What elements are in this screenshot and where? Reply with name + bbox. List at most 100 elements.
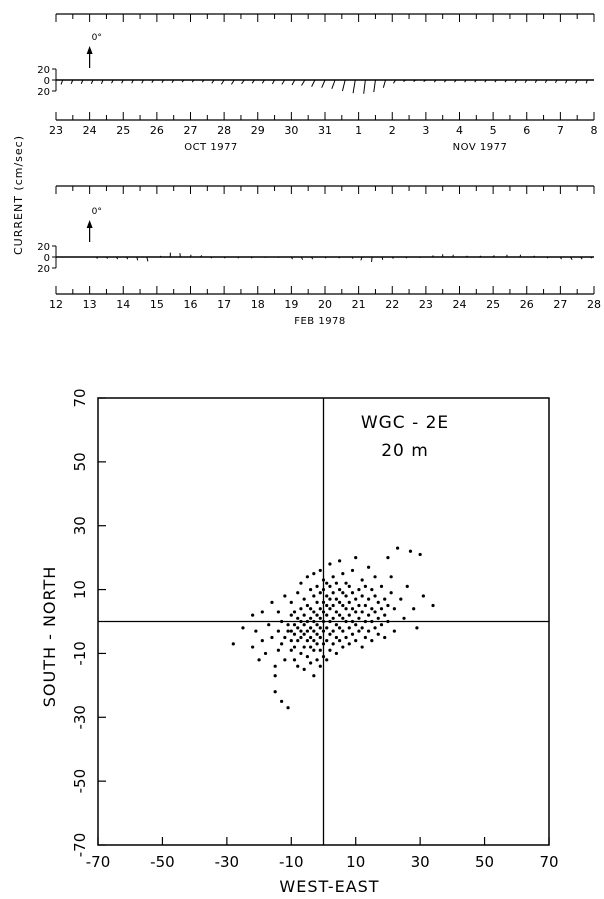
current-stick [570, 256, 573, 261]
scatter-point [280, 699, 284, 703]
x-tick-label: 15 [150, 298, 164, 311]
current-stick [559, 256, 562, 260]
scatter-point [315, 623, 319, 627]
current-stick [474, 79, 477, 83]
scatter-point [299, 635, 303, 640]
current-stick [506, 254, 508, 258]
scatter-point [315, 632, 319, 636]
current-stick [301, 79, 306, 86]
scatter-point [292, 610, 297, 614]
scatter-point [421, 594, 425, 598]
current-stick [201, 79, 205, 83]
y-tick-label: 50 [71, 452, 89, 471]
x-tick-label: 4 [456, 124, 463, 137]
month-label: OCT 1977 [184, 142, 238, 153]
scatter-point [289, 600, 293, 604]
scatter-point [341, 603, 345, 608]
x-axis-title: WEST-EAST [279, 877, 379, 896]
scatter-point [296, 591, 300, 595]
scatter-point [338, 626, 342, 630]
scatter-point [325, 613, 329, 617]
current-stick [454, 79, 457, 83]
current-stick [519, 254, 522, 258]
scatter-point [321, 610, 326, 614]
scatter-point [331, 616, 335, 620]
scatter-point [289, 629, 293, 633]
scatter-point [325, 658, 329, 662]
current-stick [151, 79, 154, 84]
current-stick [264, 256, 266, 258]
scatter-point [276, 610, 280, 614]
scatter-point [373, 626, 377, 630]
scatter-point [283, 635, 287, 640]
scatter-point [357, 603, 361, 608]
current-stick [220, 79, 225, 85]
scatter-point [318, 607, 322, 611]
scatter-point [408, 549, 413, 553]
scatter-point [357, 616, 361, 620]
scatter-point [376, 600, 380, 604]
current-stick [565, 79, 568, 84]
scatter-point [302, 645, 306, 649]
scatter-point [379, 607, 384, 611]
x-tick-label: 23 [49, 124, 63, 137]
current-stick [179, 253, 181, 258]
x-tick-label: 28 [217, 124, 231, 137]
current-stick [413, 79, 417, 83]
scatter-point [328, 607, 332, 611]
x-tick-label: -10 [279, 853, 304, 871]
scatter-point [315, 613, 319, 617]
current-stick [423, 79, 427, 83]
scatter-point [373, 610, 377, 614]
scatter-point [334, 610, 338, 614]
scatter-point [302, 623, 306, 627]
scatter-point [357, 587, 361, 592]
scatter-point [354, 556, 358, 560]
scatter-point [318, 648, 322, 652]
current-stick [381, 256, 384, 260]
scatter-point [309, 587, 313, 592]
current-stick [116, 256, 119, 260]
scatter-point [299, 581, 303, 585]
scatter-point [341, 629, 345, 633]
scatter-point [241, 626, 245, 630]
current-stick [373, 79, 376, 93]
scatter-point [331, 575, 335, 579]
scatter-plot-wgc-2e: -70 -50 -30 -10 10 30 50 70 70 50 30 10 -10 -30 -50 -70… [40, 388, 559, 896]
x-tick-label: 13 [83, 298, 97, 311]
scatter-point [370, 607, 374, 611]
x-tick-label: 26 [150, 124, 164, 137]
current-stick [80, 79, 84, 85]
scatter-point [360, 578, 364, 582]
scatter-point [280, 642, 284, 646]
current-stick [211, 79, 215, 84]
current-stick [121, 79, 124, 84]
scatter-point [273, 690, 277, 694]
scatter-point [350, 619, 355, 624]
scatter-point [395, 546, 400, 550]
direction-marker: 0° [92, 207, 102, 217]
scatter-point [344, 594, 348, 598]
scatter-point [373, 594, 377, 598]
scatter-point [347, 600, 351, 604]
scatter-point [344, 635, 348, 640]
current-stick [324, 256, 327, 259]
scatter-point [392, 607, 396, 611]
current-stick [311, 256, 314, 260]
current-stick [250, 256, 253, 259]
scatter-point [341, 645, 345, 649]
scatter-point [286, 706, 290, 710]
x-tick-label: 2 [389, 124, 396, 137]
scatter-point [254, 629, 258, 633]
scatter-point [386, 619, 390, 624]
y-tick-label: 20 [37, 242, 50, 253]
y-tick-label: 0 [44, 76, 50, 87]
scatter-point [325, 594, 329, 598]
scatter-point [309, 626, 313, 630]
scatter-point [276, 648, 280, 652]
scatter-point [328, 562, 332, 566]
current-stick [433, 79, 437, 83]
scatter-point [251, 613, 255, 617]
x-tick-label: 22 [385, 298, 399, 311]
